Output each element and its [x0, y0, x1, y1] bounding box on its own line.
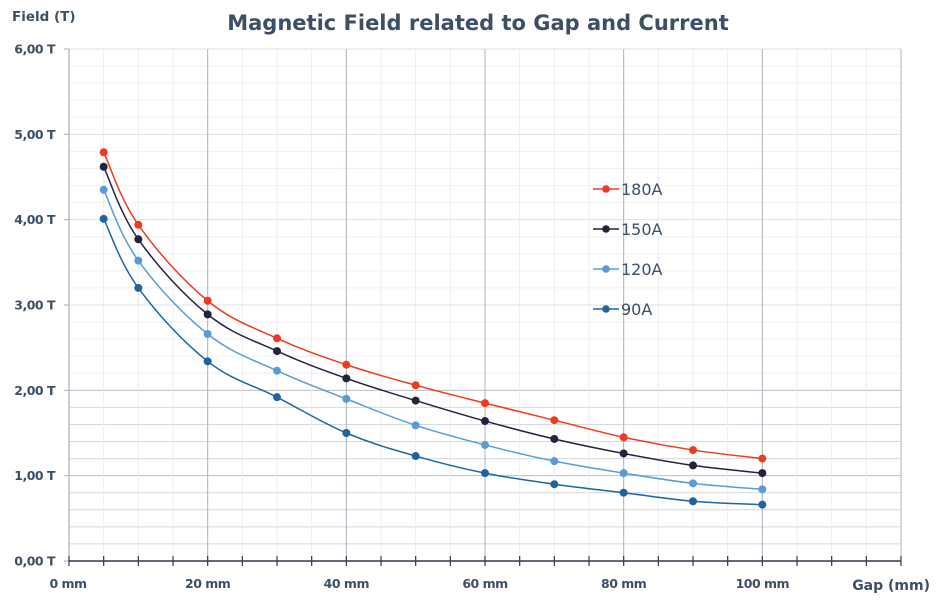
- data-point-150a: [342, 374, 351, 383]
- legend: 180A 150A 120A 90A: [593, 180, 663, 319]
- data-point-120a: [273, 366, 281, 375]
- data-point-120a: [99, 185, 108, 194]
- x-tick-label: 100 mm: [736, 576, 790, 591]
- data-point-180a: [619, 433, 628, 442]
- legend-item-180a: 180A: [593, 180, 663, 199]
- legend-label-120a: 120A: [621, 260, 663, 279]
- series-180a: [99, 148, 767, 463]
- data-point-90a: [619, 488, 628, 497]
- legend-marker-90a: [602, 305, 610, 313]
- data-point-150a: [411, 396, 420, 405]
- data-point-180a: [689, 446, 697, 455]
- axes: 0,00 T 1,00 T 2,00 T 3,00 T 4,00 T 5,00 T 6,00…: [14, 42, 902, 591]
- x-tick-label: 0 mm: [49, 576, 87, 591]
- y-axis-label: Field (T): [12, 9, 76, 25]
- data-point-90a: [481, 469, 489, 478]
- series-150a: [99, 162, 767, 478]
- legend-item-90a: 90A: [593, 300, 652, 319]
- data-point-150a: [273, 347, 281, 356]
- data-point-120a: [550, 457, 559, 466]
- series-120a: [99, 185, 767, 494]
- data-point-90a: [134, 283, 143, 292]
- data-point-90a: [342, 429, 351, 437]
- data-point-150a: [619, 449, 628, 458]
- series-line-180a: [102, 151, 763, 460]
- chart-title: Magnetic Field related to Gap and Curren…: [227, 11, 729, 35]
- legend-label-150a: 150A: [621, 220, 663, 239]
- data-point-180a: [134, 220, 143, 229]
- y-tick-label: 6,00 T: [14, 42, 56, 57]
- data-point-180a: [550, 416, 559, 425]
- legend-label-180a: 180A: [621, 180, 663, 199]
- x-tick-label: 60 mm: [462, 576, 508, 591]
- x-axis-label: Gap (mm): [852, 578, 930, 594]
- data-point-90a: [689, 497, 697, 506]
- data-point-150a: [758, 469, 767, 478]
- data-point-120a: [481, 440, 489, 449]
- legend-marker-180a: [602, 185, 610, 193]
- y-tick-label: 1,00 T: [14, 468, 56, 483]
- data-point-180a: [411, 381, 420, 390]
- data-point-150a: [550, 434, 559, 443]
- data-point-150a: [134, 235, 143, 244]
- data-point-180a: [758, 454, 767, 463]
- legend-label-90a: 90A: [621, 300, 652, 319]
- data-point-90a: [273, 393, 281, 402]
- series-line-150a: [102, 166, 763, 474]
- legend-item-150a: 150A: [593, 220, 663, 239]
- data-point-150a: [99, 162, 108, 171]
- data-point-90a: [411, 452, 420, 461]
- x-tick-label: 40 mm: [324, 576, 370, 591]
- data-point-180a: [203, 296, 212, 305]
- series-line-90a: [102, 218, 763, 506]
- data-point-120a: [689, 479, 697, 488]
- y-tick-label: 0,00 T: [14, 554, 56, 569]
- data-point-90a: [758, 500, 767, 509]
- data-point-90a: [99, 214, 108, 223]
- data-point-150a: [481, 417, 489, 426]
- data-point-90a: [203, 357, 212, 366]
- data-point-180a: [99, 148, 108, 157]
- legend-marker-150a: [602, 225, 610, 233]
- series-90a: [99, 214, 767, 509]
- legend-item-120a: 120A: [593, 260, 663, 279]
- data-point-120a: [342, 394, 351, 403]
- data-point-120a: [619, 469, 628, 478]
- data-point-120a: [758, 485, 767, 494]
- x-tick-label: 80 mm: [601, 576, 647, 591]
- data-point-180a: [481, 399, 489, 408]
- data-point-180a: [273, 334, 281, 343]
- y-tick-label: 3,00 T: [14, 298, 56, 313]
- data-point-150a: [689, 461, 697, 470]
- data-point-120a: [134, 256, 143, 265]
- data-point-150a: [203, 310, 212, 319]
- data-point-120a: [411, 421, 420, 430]
- data-point-120a: [203, 330, 212, 339]
- x-tick-label: 20 mm: [185, 576, 231, 591]
- data-point-180a: [342, 360, 351, 369]
- y-tick-label: 4,00 T: [14, 212, 56, 227]
- series-group: [99, 148, 767, 509]
- data-point-90a: [550, 480, 559, 489]
- y-tick-label: 2,00 T: [14, 383, 56, 398]
- grid: [69, 48, 902, 561]
- legend-marker-120a: [602, 265, 610, 273]
- y-tick-label: 5,00 T: [14, 127, 56, 142]
